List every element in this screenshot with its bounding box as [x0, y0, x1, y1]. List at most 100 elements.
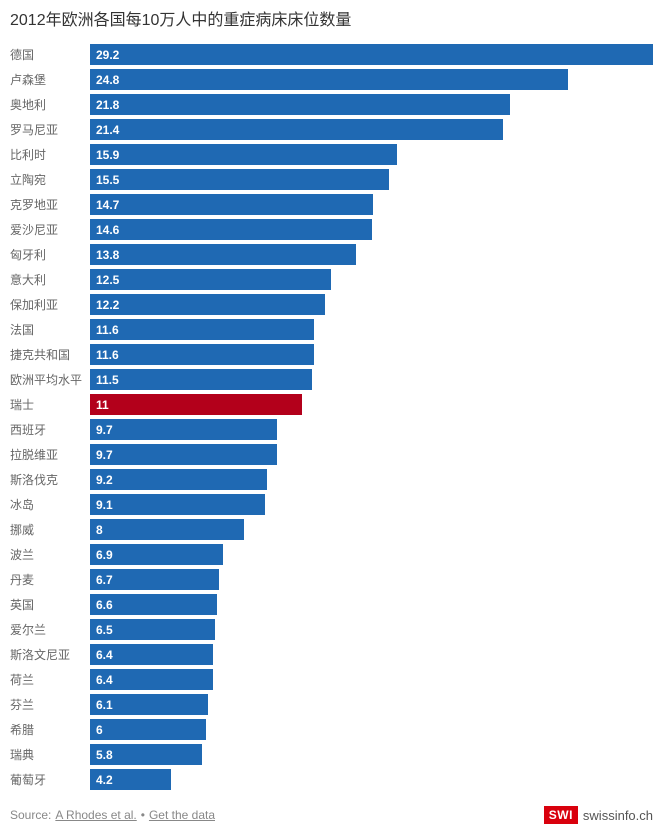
- bar-fill[interactable]: 8: [90, 519, 244, 540]
- bar-track: 9.1: [90, 494, 653, 515]
- bar-value: 6.7: [96, 573, 113, 587]
- bar-track: 21.8: [90, 94, 653, 115]
- bar-fill[interactable]: 6.4: [90, 644, 213, 665]
- bar-label: 瑞典: [10, 746, 90, 763]
- bar-value: 6.5: [96, 623, 113, 637]
- bar-fill[interactable]: 11.5: [90, 369, 312, 390]
- bar-value: 6.6: [96, 598, 113, 612]
- bar-fill[interactable]: 13.8: [90, 244, 356, 265]
- bar-fill[interactable]: 21.8: [90, 94, 510, 115]
- bar-row: 捷克共和国11.6: [10, 342, 653, 367]
- bar-label: 欧洲平均水平: [10, 371, 90, 388]
- bar-label: 丹麦: [10, 571, 90, 588]
- bar-value: 9.7: [96, 423, 113, 437]
- bar-label: 西班牙: [10, 421, 90, 438]
- bar-track: 13.8: [90, 244, 653, 265]
- bar-row: 保加利亚12.2: [10, 292, 653, 317]
- bar-track: 21.4: [90, 119, 653, 140]
- bar-row: 法国11.6: [10, 317, 653, 342]
- bar-fill[interactable]: 9.7: [90, 444, 277, 465]
- bar-fill[interactable]: 6.9: [90, 544, 223, 565]
- bar-value: 6: [96, 723, 103, 737]
- bar-row: 英国 6.6: [10, 592, 653, 617]
- bar-track: 8: [90, 519, 653, 540]
- bar-value: 6.4: [96, 648, 113, 662]
- source-prefix: Source:: [10, 808, 51, 822]
- bar-label: 比利时: [10, 146, 90, 163]
- bar-fill[interactable]: 11.6: [90, 319, 314, 340]
- bar-fill[interactable]: 21.4: [90, 119, 503, 140]
- bar-track: 24.8: [90, 69, 653, 90]
- bar-fill[interactable]: 6.6: [90, 594, 217, 615]
- bar-track: 6.4: [90, 669, 653, 690]
- bar-fill[interactable]: 6.5: [90, 619, 215, 640]
- bar-row: 斯洛文尼亚 6.4: [10, 642, 653, 667]
- bar-value: 21.4: [96, 123, 119, 137]
- bar-row: 丹麦 6.7: [10, 567, 653, 592]
- bar-value: 5.8: [96, 748, 113, 762]
- bar-label: 荷兰: [10, 671, 90, 688]
- bar-value: 15.9: [96, 148, 119, 162]
- bar-fill[interactable]: 15.9: [90, 144, 397, 165]
- bar-fill[interactable]: 15.5: [90, 169, 389, 190]
- bar-track: 11.5: [90, 369, 653, 390]
- bar-row: 奥地利21.8: [10, 92, 653, 117]
- bar-track: 4.2: [90, 769, 653, 790]
- bar-fill[interactable]: 11.6: [90, 344, 314, 365]
- bar-label: 瑞士: [10, 396, 90, 413]
- bar-track: 6: [90, 719, 653, 740]
- bar-fill[interactable]: 4.2: [90, 769, 171, 790]
- bar-fill[interactable]: 5.8: [90, 744, 202, 765]
- bar-fill[interactable]: 12.5: [90, 269, 331, 290]
- get-data-link[interactable]: Get the data: [149, 808, 215, 822]
- logo[interactable]: SWI swissinfo.ch: [544, 806, 653, 824]
- bar-value: 11.6: [96, 348, 119, 362]
- bar-track: 6.5: [90, 619, 653, 640]
- bar-value: 21.8: [96, 98, 119, 112]
- bar-fill[interactable]: 6.4: [90, 669, 213, 690]
- bar-fill[interactable]: 9.1: [90, 494, 265, 515]
- bar-row: 爱尔兰6.5: [10, 617, 653, 642]
- bar-fill[interactable]: 6.1: [90, 694, 208, 715]
- bar-track: 29.2: [90, 44, 653, 65]
- bar-row: 瑞士 11: [10, 392, 653, 417]
- bar-fill[interactable]: 9.7: [90, 419, 277, 440]
- bar-row: 芬兰6.1: [10, 692, 653, 717]
- bar-track: 11.6: [90, 344, 653, 365]
- bar-fill[interactable]: 6.7: [90, 569, 219, 590]
- bar-fill[interactable]: 9.2: [90, 469, 267, 490]
- bar-row: 冰岛9.1: [10, 492, 653, 517]
- bar-row: 瑞典 5.8: [10, 742, 653, 767]
- bar-label: 希腊: [10, 721, 90, 738]
- bar-value: 9.7: [96, 448, 113, 462]
- bar-fill[interactable]: 6: [90, 719, 206, 740]
- bar-fill[interactable]: 24.8: [90, 69, 568, 90]
- bars-area: 德国29.2卢森堡24.8奥地利21.8罗马尼亚21.4比利时15.9立陶宛15…: [10, 42, 653, 792]
- bar-track: 14.7: [90, 194, 653, 215]
- bar-label: 斯洛文尼亚: [10, 646, 90, 663]
- bar-label: 法国: [10, 321, 90, 338]
- bar-label: 英国: [10, 596, 90, 613]
- bar-track: 5.8: [90, 744, 653, 765]
- bar-label: 波兰: [10, 546, 90, 563]
- bar-row: 克罗地亚14.7: [10, 192, 653, 217]
- bar-label: 斯洛伐克: [10, 471, 90, 488]
- bar-row: 卢森堡24.8: [10, 67, 653, 92]
- bar-fill[interactable]: 29.2: [90, 44, 653, 65]
- bar-fill[interactable]: 12.2: [90, 294, 325, 315]
- bar-label: 拉脱维亚: [10, 446, 90, 463]
- source-link[interactable]: A Rhodes et al.: [55, 808, 136, 822]
- bar-track: 6.4: [90, 644, 653, 665]
- bar-fill[interactable]: 14.7: [90, 194, 373, 215]
- bar-row: 罗马尼亚21.4: [10, 117, 653, 142]
- bar-track: 12.2: [90, 294, 653, 315]
- bar-label: 德国: [10, 46, 90, 63]
- bar-fill[interactable]: 14.6: [90, 219, 372, 240]
- bar-row: 西班牙 9.7: [10, 417, 653, 442]
- bar-value: 11.5: [96, 373, 119, 387]
- bar-value: 24.8: [96, 73, 119, 87]
- bar-row: 意大利12.5: [10, 267, 653, 292]
- bar-label: 芬兰: [10, 696, 90, 713]
- bar-fill[interactable]: 11: [90, 394, 302, 415]
- bar-value: 11: [96, 398, 109, 412]
